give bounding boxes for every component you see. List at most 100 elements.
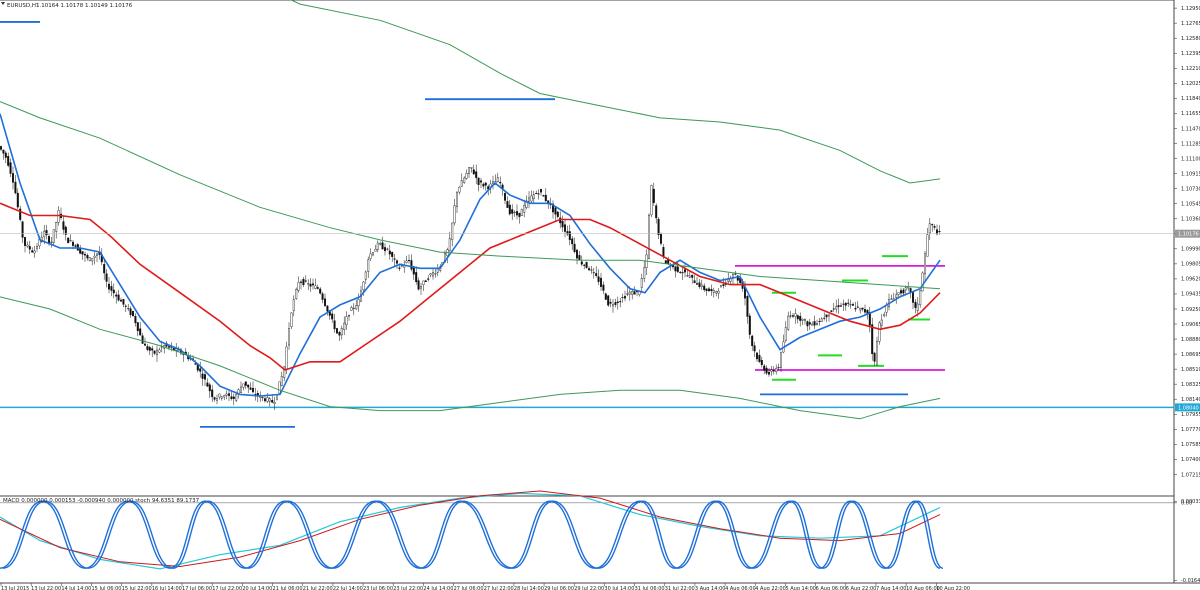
candle-body [62,221,65,230]
price-tick-label: 1.11285 [1181,141,1200,147]
candle-body [921,272,924,292]
candle-body [348,315,351,317]
candle-body [372,252,375,256]
candle-body [239,386,242,393]
candle-body [316,287,319,289]
candle-body [227,393,230,396]
price-tick-label: 1.12395 [1181,51,1200,57]
candle-body [432,272,435,277]
candle-body [460,180,463,187]
candle-body [780,352,783,368]
candle-body [571,238,574,245]
drawn-levels: 1.08040 [0,21,1200,428]
candle-body [167,346,170,348]
candle-body [295,288,298,299]
candle-body [427,278,430,280]
candle-body [868,311,871,326]
candle-body [367,259,370,272]
candle-body [139,328,142,336]
candle-body [592,272,595,274]
candle-body [352,307,355,309]
candle-body [386,248,389,250]
candle-body [110,286,113,291]
candle-body [876,340,879,366]
candle-body [424,280,427,282]
candle-body [261,397,264,399]
candle-body [115,294,118,297]
candle-body [232,396,235,399]
candle-body [595,273,598,276]
candle-body [700,284,703,287]
candle-body [158,349,161,353]
candle-body [674,266,677,272]
candle-body [379,243,382,245]
candle-body [681,272,684,274]
candle-body [765,367,768,374]
candle-body [907,286,910,289]
time-tick-label: 16 Jul 14:00 [152,586,182,590]
time-tick-label: 31 Jul 22:00 [665,586,695,590]
time-tick-label: 31 Jul 06:00 [635,586,665,590]
candle-body [715,291,718,294]
candle-body [215,398,218,401]
candle-body [890,298,893,300]
price-tick-label: 1.08880 [1181,337,1200,343]
candle-body [912,292,915,303]
candle-body [43,230,46,238]
candle-body [516,211,519,216]
candle-body [122,299,125,305]
candle-body [518,212,521,217]
candle-body [813,321,816,326]
candle-body [873,352,876,362]
candle-body [621,296,624,298]
candle-body [451,222,454,241]
candle-body [679,271,682,273]
candle-body [148,347,151,351]
candle-body [396,260,399,264]
candle-body [914,301,917,308]
candle-body [770,369,773,372]
time-tick-label: 21 Jul 22:00 [303,586,333,590]
candle-body [19,208,22,220]
stoch-line-0 [0,500,941,569]
candle-body [468,167,471,174]
candle-body [506,201,509,208]
candle-body [251,387,254,393]
oscillator-label: MACD 0.000000 0.000153 -0.000940 0.00000… [3,498,200,504]
price-tick-label: 1.12765 [1181,21,1200,27]
candle-body [458,187,461,193]
candle-body [612,304,615,307]
candle-body [734,273,737,275]
candle-body [904,287,907,291]
time-tick-label: 27 Jul 06:00 [454,586,484,590]
candle-body [218,393,221,398]
candle-body [607,295,610,306]
candle-body [756,352,759,360]
time-tick-label: 30 Jul 14:00 [604,586,634,590]
candle-body [203,374,206,380]
candle-body [880,319,883,326]
candle-body [660,233,663,244]
candle-body [717,290,720,294]
candle-body [561,220,564,228]
candle-body [688,275,691,278]
osc-tick-label: -0.01644 [1181,578,1200,584]
candle-body [309,283,312,287]
price-tick-label: 1.09990 [1181,247,1200,253]
candle-body [662,247,665,257]
osc-tick-label: 0.00 [1181,501,1192,507]
candle-body [842,303,845,305]
candle-body [878,322,881,342]
candle-body [422,280,425,286]
candle-body [840,305,843,307]
candle-body [91,258,94,262]
candle-body [24,237,27,246]
candle-body [787,315,790,330]
indicator-line-3 [0,101,941,290]
candle-body [609,301,612,304]
chevron-down-icon[interactable] [1,2,5,5]
time-tick-label: 29 Jul 22:00 [574,586,604,590]
candle-body [223,395,226,398]
candle-body [36,246,39,249]
